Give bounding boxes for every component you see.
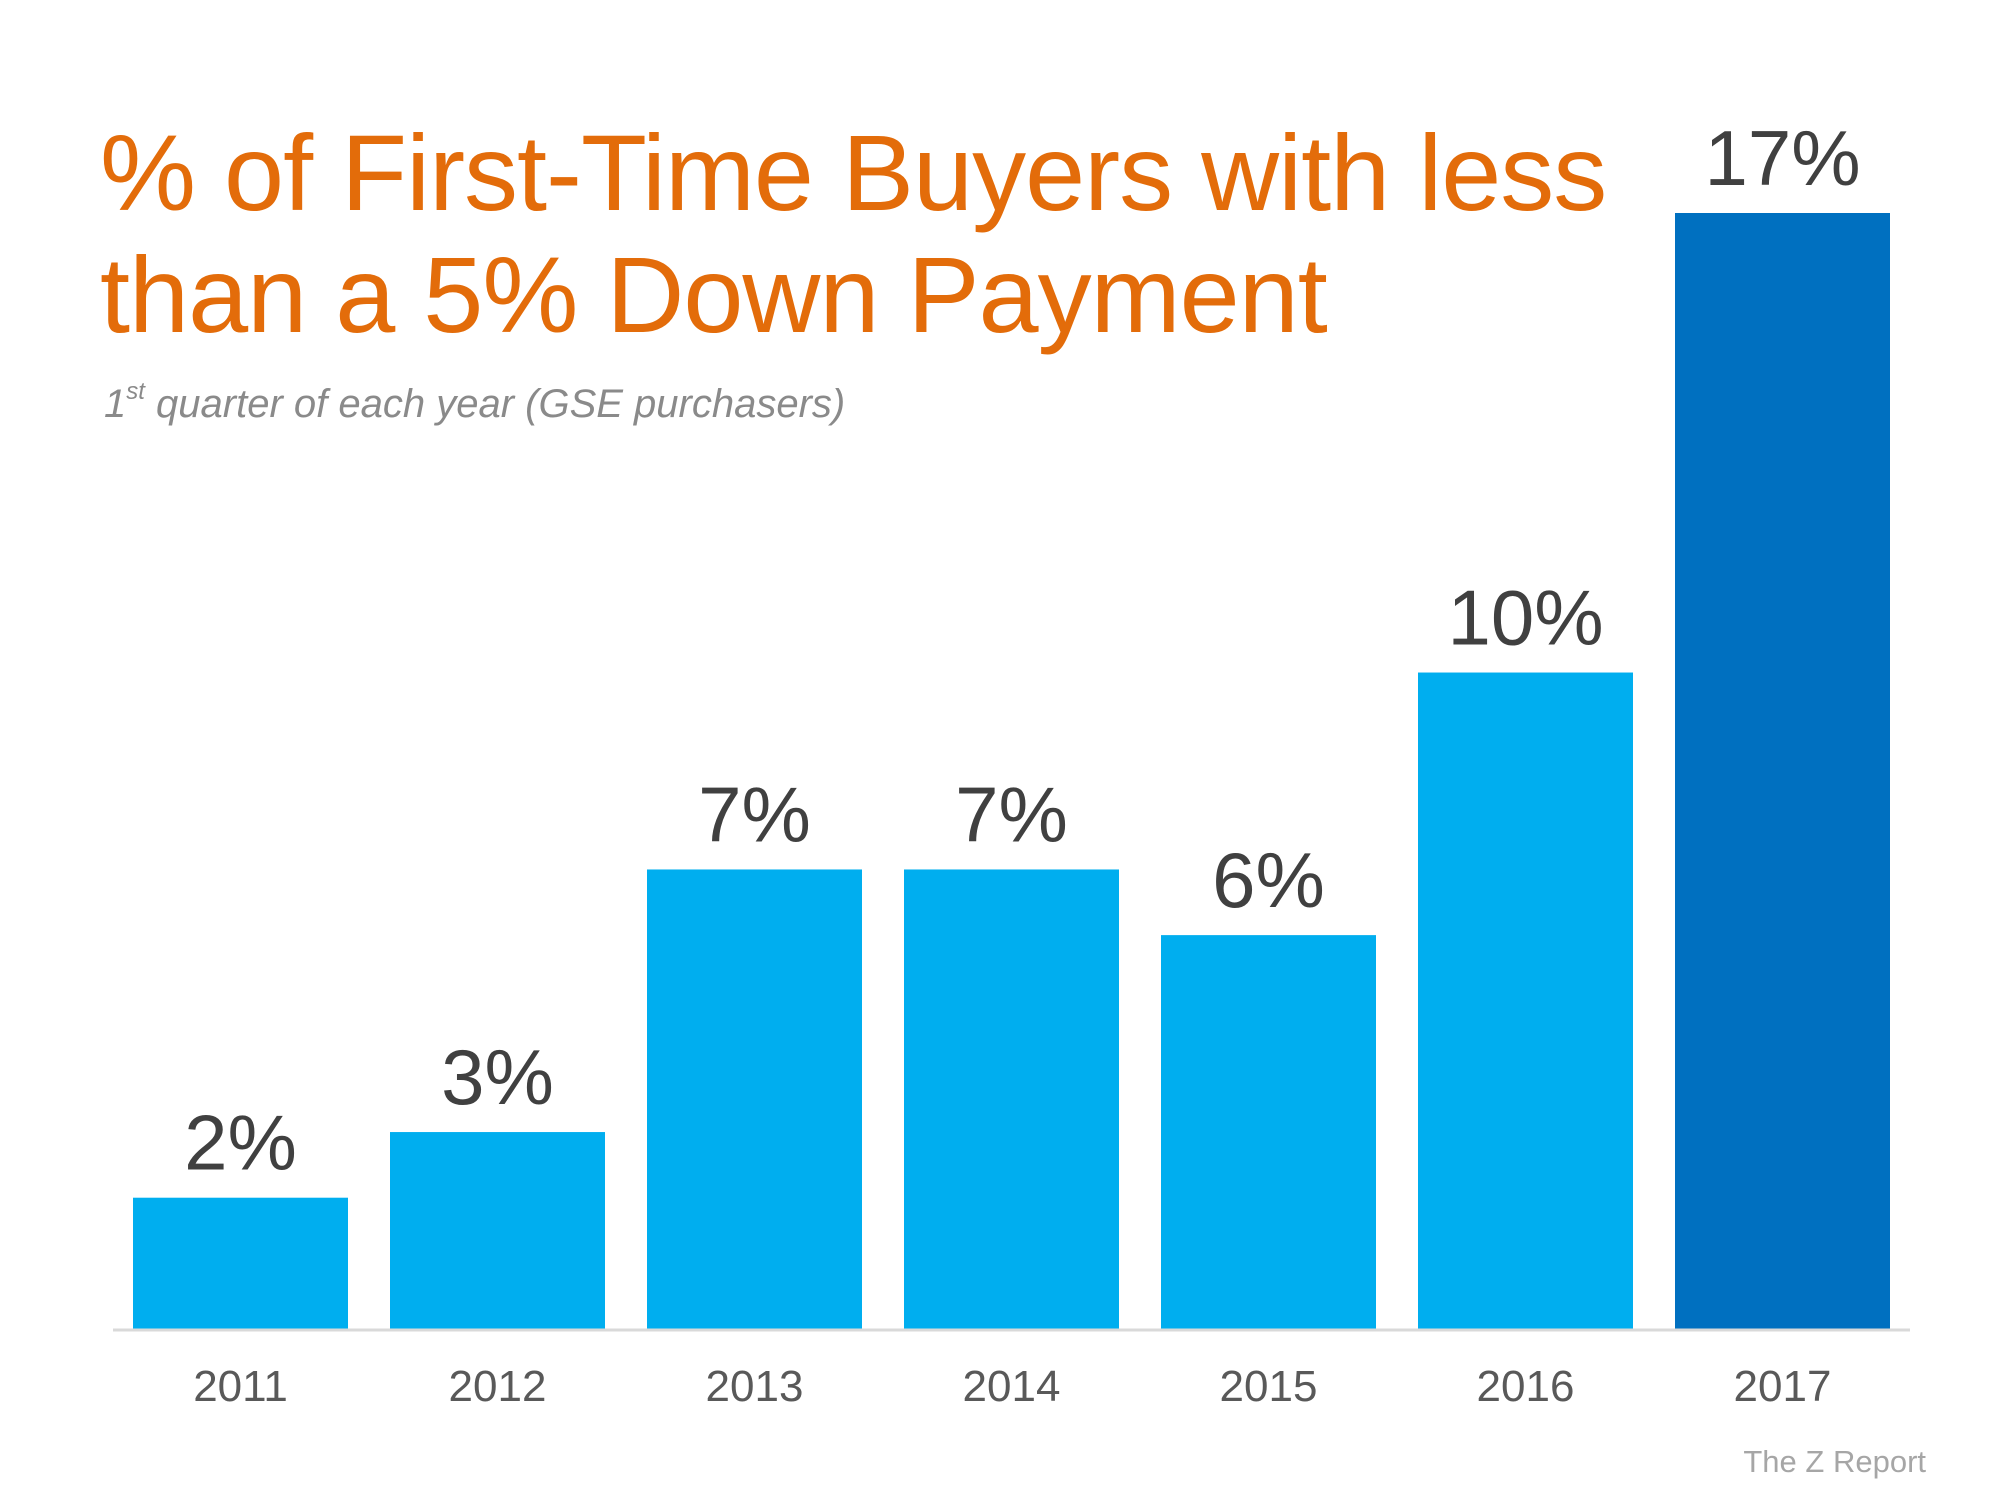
- data-label-2014: 7%: [955, 770, 1068, 858]
- bar-2015: [1161, 935, 1376, 1329]
- x-tick-label-2017: 2017: [1734, 1362, 1832, 1411]
- bar-2012: [390, 1132, 605, 1329]
- title-line-1: % of First-Time Buyers with less: [100, 112, 1607, 233]
- data-label-2012: 3%: [441, 1033, 554, 1121]
- subtitle-prefix: 1: [104, 382, 127, 426]
- x-tick-label-2016: 2016: [1477, 1362, 1575, 1411]
- chart-subtitle: 1st quarter of each year (GSE purchasers…: [104, 378, 846, 427]
- data-label-2016: 10%: [1447, 574, 1603, 662]
- bar-2013: [647, 869, 862, 1329]
- x-tick-label-2013: 2013: [706, 1362, 804, 1411]
- x-tick-label-2014: 2014: [963, 1362, 1061, 1411]
- subtitle-text: quarter of each year (GSE purchasers): [144, 382, 846, 426]
- data-label-2015: 6%: [1212, 836, 1325, 924]
- bar-2011: [133, 1197, 348, 1329]
- data-label-2013: 7%: [698, 770, 811, 858]
- data-label-2011: 2%: [184, 1099, 297, 1187]
- source-credit: The Z Report: [1743, 1444, 1926, 1479]
- subtitle-superscript: st: [126, 378, 145, 405]
- bar-2014: [904, 869, 1119, 1329]
- chart-title: % of First-Time Buyers with less than a …: [100, 112, 1607, 356]
- bar-2016: [1418, 672, 1633, 1329]
- title-line-2: than a 5% Down Payment: [100, 234, 1328, 355]
- x-tick-label-2012: 2012: [449, 1362, 547, 1411]
- data-label-2017: 17%: [1704, 114, 1860, 202]
- x-tick-label-2015: 2015: [1220, 1362, 1318, 1411]
- x-tick-label-2011: 2011: [193, 1362, 288, 1411]
- bar-2017: [1675, 213, 1890, 1329]
